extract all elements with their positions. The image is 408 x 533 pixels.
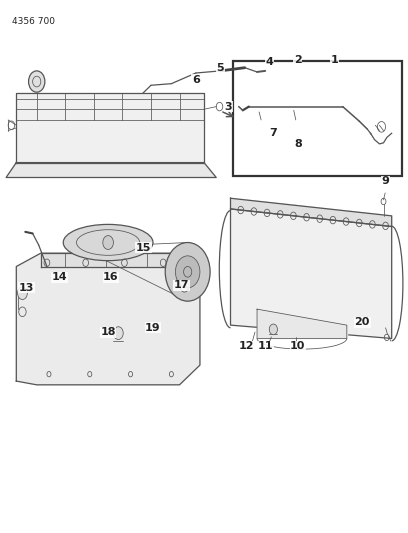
Text: 19: 19: [145, 323, 161, 333]
Text: 3: 3: [225, 102, 232, 111]
Text: 11: 11: [257, 342, 273, 351]
Text: 14: 14: [51, 272, 67, 282]
Polygon shape: [231, 209, 392, 338]
Circle shape: [113, 327, 123, 340]
Circle shape: [175, 256, 200, 288]
Text: 4356 700: 4356 700: [12, 17, 55, 26]
Text: 10: 10: [290, 342, 306, 351]
Polygon shape: [6, 163, 216, 177]
Polygon shape: [231, 198, 392, 227]
Text: 16: 16: [103, 272, 119, 282]
Text: 5: 5: [217, 63, 224, 73]
Text: 4: 4: [265, 58, 273, 67]
Polygon shape: [16, 253, 200, 385]
Text: 1: 1: [331, 55, 338, 64]
Circle shape: [103, 236, 113, 249]
Circle shape: [180, 281, 188, 292]
Circle shape: [269, 324, 277, 335]
Polygon shape: [41, 253, 180, 266]
Ellipse shape: [63, 224, 153, 261]
Text: 9: 9: [381, 176, 389, 186]
Bar: [233, 61, 402, 176]
Text: 18: 18: [100, 327, 116, 337]
Text: 20: 20: [355, 318, 370, 327]
Text: 2: 2: [294, 55, 302, 64]
Polygon shape: [257, 309, 347, 338]
Circle shape: [18, 287, 27, 300]
Text: 12: 12: [239, 342, 255, 351]
Text: 7: 7: [270, 128, 277, 138]
Text: 17: 17: [174, 280, 189, 290]
Text: 13: 13: [19, 283, 34, 293]
Circle shape: [165, 243, 210, 301]
Polygon shape: [16, 93, 204, 163]
Text: 15: 15: [136, 243, 151, 253]
Circle shape: [29, 71, 45, 92]
Text: 8: 8: [294, 139, 302, 149]
Text: 6: 6: [192, 75, 200, 85]
